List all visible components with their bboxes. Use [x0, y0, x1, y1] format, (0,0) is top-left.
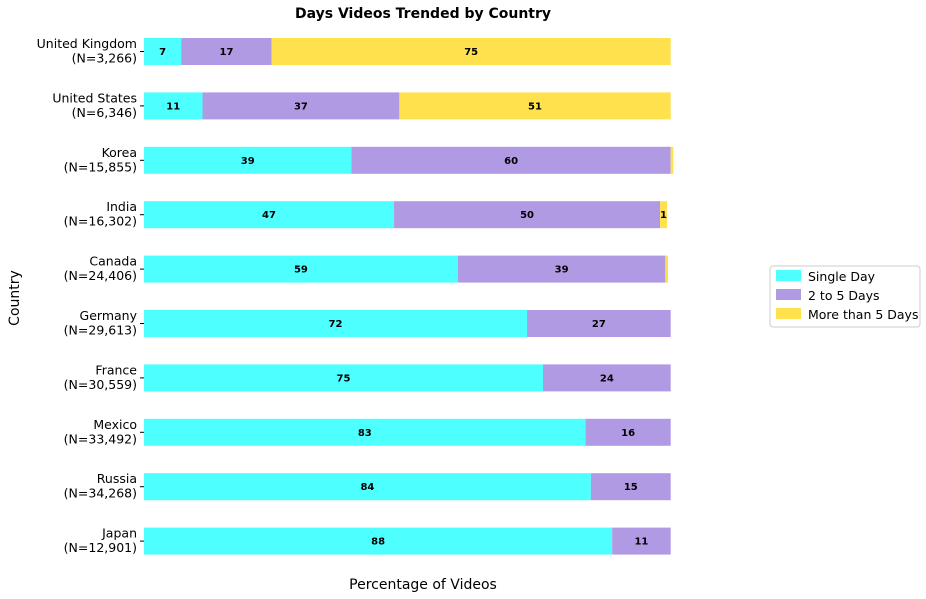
- category-name: Germany: [80, 308, 138, 323]
- category-name: United Kingdom: [37, 36, 137, 51]
- bar-value-label: 11: [166, 101, 180, 112]
- legend-swatch: [776, 308, 801, 319]
- bar-value-label: 39: [555, 265, 569, 276]
- category-count: (N=30,559): [64, 377, 137, 392]
- category-name: France: [95, 362, 137, 377]
- legend-label: More than 5 Days: [808, 307, 918, 322]
- bar-segment-8-2: [585, 418, 671, 446]
- category-name: Russia: [97, 471, 137, 486]
- bar-value-label: 15: [624, 482, 638, 493]
- bar-segment-10-1: [144, 527, 613, 555]
- category-name: Korea: [102, 145, 137, 160]
- bar-value-label: 83: [358, 428, 372, 439]
- category-labels: United Kingdom(N=3,266) United States(N=6…: [37, 36, 144, 555]
- bar-value-label: 11: [634, 537, 648, 548]
- category-count: (N=12,901): [64, 540, 137, 555]
- category-count: (N=15,855): [64, 159, 137, 174]
- bar-segment-7-1: [144, 364, 543, 392]
- bar-segment-1-2: [181, 38, 272, 65]
- bar-segment-2-1: [144, 92, 203, 120]
- bar-segment-5-1: [144, 255, 458, 283]
- category-count: (N=29,613): [64, 323, 137, 338]
- bar-segment-6-2: [527, 310, 671, 337]
- bar-value-label: 88: [371, 537, 385, 548]
- category-count: (N=34,268): [64, 486, 137, 501]
- bar-segment-2-3: [399, 92, 671, 120]
- bar-value-label: 60: [504, 156, 518, 167]
- bars-group: 7 17 75 11 37 51 39 60 47 50 1 59 39 72 27 75 24 83 16 84 15…: [144, 38, 674, 555]
- bar-segment-7-2: [543, 364, 671, 392]
- bar-segment-6-1: [144, 310, 528, 337]
- bar-value-label: 75: [464, 47, 478, 58]
- chart-title: Days Videos Trended by Country: [295, 6, 551, 22]
- bar-segment-1-3: [271, 38, 671, 65]
- category-name: Japan: [101, 526, 137, 541]
- bar-value-label: 50: [520, 210, 534, 221]
- bar-value-label: 37: [294, 101, 308, 112]
- category-name: United States: [52, 90, 137, 105]
- category-name: Canada: [89, 254, 137, 269]
- bar-value-label: 17: [219, 47, 233, 58]
- x-axis-label: Percentage of Videos: [349, 577, 497, 593]
- bar-value-label: 47: [262, 210, 276, 221]
- legend: Single Day 2 to 5 Days More than 5 Days: [769, 265, 921, 328]
- bar-value-label: 7: [159, 47, 166, 58]
- bar-value-label: 24: [600, 373, 614, 384]
- category-name: India: [106, 199, 137, 214]
- bar-segment-5-3: [665, 255, 669, 283]
- bar-value-label: 59: [294, 265, 308, 276]
- category-count: (N=16,302): [64, 214, 137, 229]
- category-count: (N=33,492): [64, 431, 137, 446]
- bar-segment-9-2: [590, 473, 671, 501]
- bar-segment-4-1: [144, 201, 395, 229]
- bar-value-label: 16: [621, 428, 635, 439]
- category-count: (N=24,406): [64, 268, 137, 283]
- category-count: (N=6,346): [72, 105, 137, 120]
- bar-value-label: 75: [337, 373, 351, 384]
- bar-value-label: 39: [241, 156, 255, 167]
- bar-value-label: 27: [592, 319, 606, 330]
- bar-segment-3-3: [670, 146, 674, 174]
- bar-value-label: 84: [360, 482, 374, 493]
- y-axis-label: Country: [7, 270, 23, 326]
- bar-segment-5-2: [457, 255, 666, 283]
- legend-swatch: [776, 270, 801, 281]
- category-name: Mexico: [93, 417, 137, 432]
- bar-segment-9-1: [144, 473, 591, 501]
- category-count: (N=3,266): [72, 51, 137, 66]
- bar-segment-3-1: [144, 146, 352, 174]
- bar-segment-3-2: [351, 146, 671, 174]
- bar-value-label: 72: [329, 319, 343, 330]
- bar-segment-2-2: [202, 92, 400, 120]
- bar-segment-8-1: [144, 418, 586, 446]
- bar-segment-10-2: [612, 527, 671, 555]
- bar-segment-4-2: [394, 201, 661, 229]
- legend-label: 2 to 5 Days: [808, 288, 880, 303]
- bar-segment-1-1: [144, 38, 182, 65]
- bar-segment-4-3: [660, 201, 667, 229]
- bar-value-label: 1: [660, 210, 667, 221]
- legend-swatch: [776, 289, 801, 300]
- legend-label: Single Day: [808, 269, 876, 284]
- legend-frame: [769, 265, 921, 328]
- bar-value-label: 51: [528, 101, 542, 112]
